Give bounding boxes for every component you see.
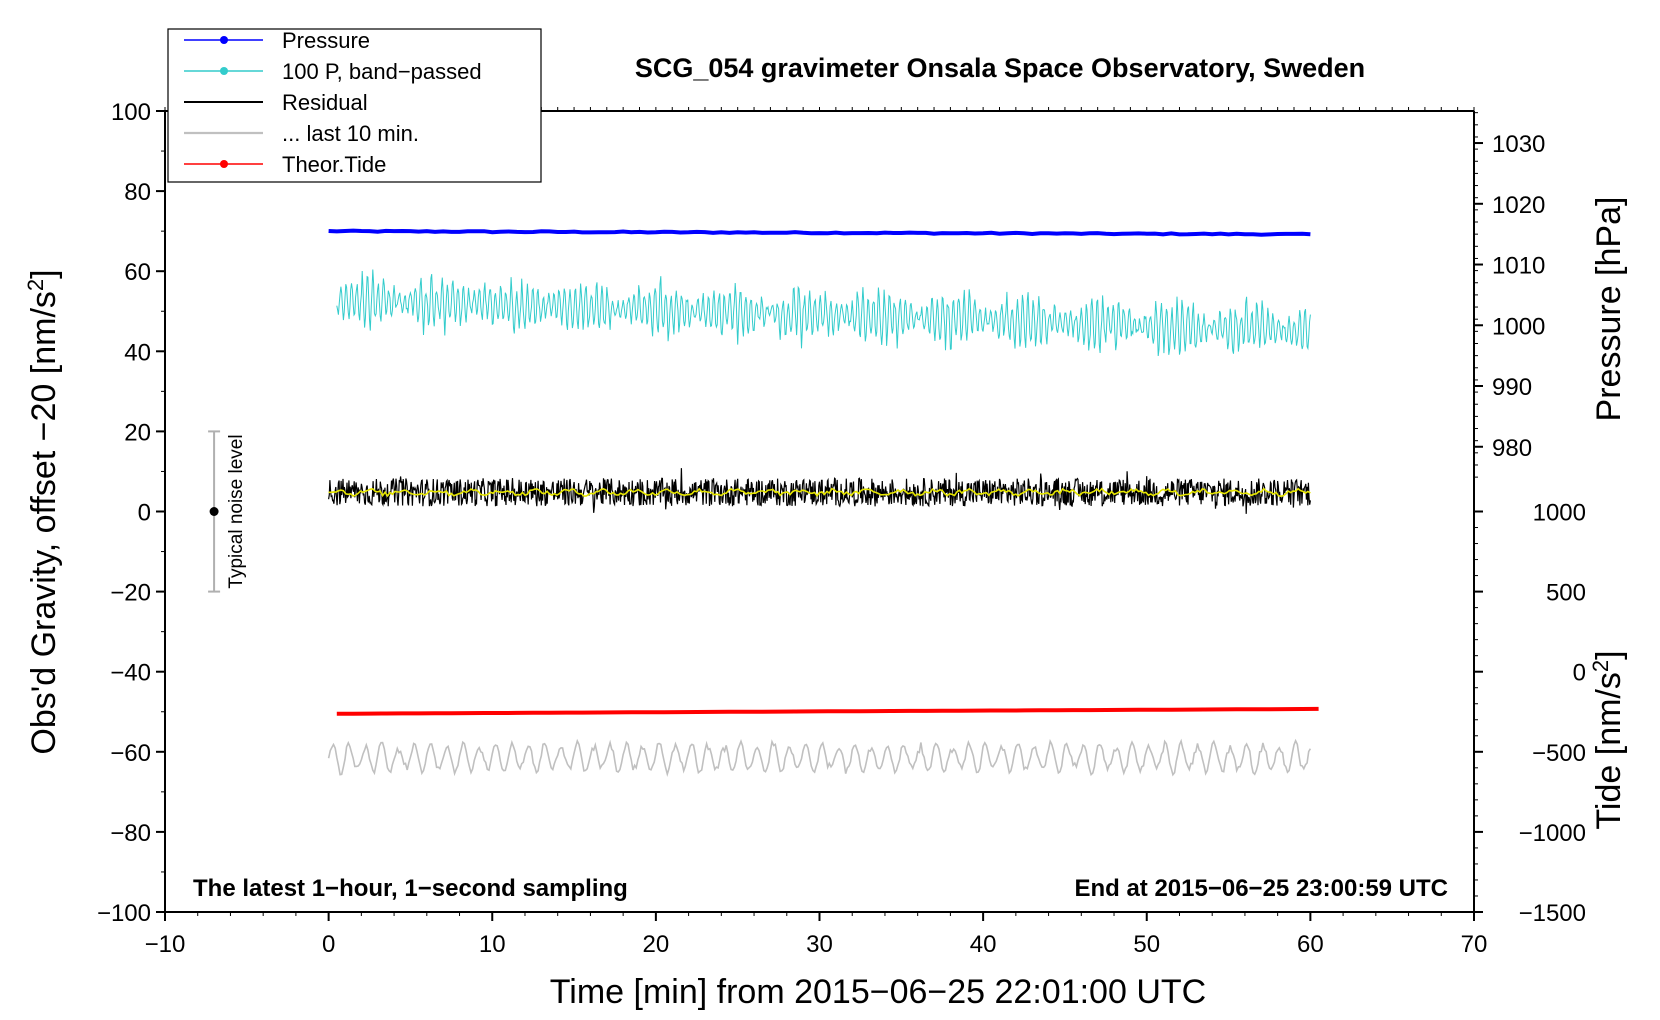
smoothed-residual-line xyxy=(328,487,1311,498)
residual-line xyxy=(328,468,1311,514)
legend-label: Pressure xyxy=(282,28,370,53)
y-tick-label: 100 xyxy=(111,99,151,126)
x-tick-label: 50 xyxy=(1133,931,1160,958)
legend-marker xyxy=(220,36,228,44)
sampling-note: The latest 1−hour, 1−second sampling xyxy=(193,875,628,902)
pressure-tick-label: 1020 xyxy=(1492,192,1545,219)
y-axis-gravity-title: Obs'd Gravity, offset −20 [nm/s2] xyxy=(23,269,64,754)
y-axis-pressure-title: Pressure [hPa] xyxy=(1590,197,1628,422)
noise-level-indicator: Typical noise level xyxy=(208,430,247,593)
y-tick-label: −60 xyxy=(110,740,151,767)
y-axis-gravity: −100 −80 −60 −40 −20 0 20 40 60 80 100 xyxy=(97,99,165,927)
theoretical-tide-line xyxy=(336,706,1319,716)
y-tick-label: −40 xyxy=(110,660,151,687)
x-tick-label: 40 xyxy=(970,931,997,958)
pressure-tick-label: 1000 xyxy=(1492,313,1545,340)
x-tick-label: 30 xyxy=(806,931,833,958)
legend-item-tide: Theor.Tide xyxy=(184,152,386,177)
x-axis: −10 0 10 20 30 40 50 60 70 xyxy=(145,107,1488,958)
legend-label: 100 P, band−passed xyxy=(282,59,482,84)
y-tick-label: 60 xyxy=(124,259,151,286)
x-tick-label: 10 xyxy=(479,931,506,958)
legend-item-pressure: Pressure xyxy=(184,28,370,53)
tide-tick-label: −1000 xyxy=(1519,820,1586,847)
series-layer xyxy=(327,228,1319,778)
tide-tick-label: 500 xyxy=(1546,580,1586,607)
legend-marker xyxy=(220,67,228,75)
legend-item-residual: Residual xyxy=(184,90,368,115)
legend-item-last10: ... last 10 min. xyxy=(184,121,419,146)
y-tick-label: −20 xyxy=(110,580,151,607)
legend: Pressure 100 P, band−passed Residual ... la… xyxy=(167,28,542,183)
y-axis-tide: −1500 −1000 −500 0 500 1000 xyxy=(1474,500,1586,927)
noise-level-label: Typical noise level xyxy=(226,434,247,588)
pressure-tick-label: 1030 xyxy=(1492,131,1545,158)
legend-label: Theor.Tide xyxy=(282,152,386,177)
tide-tick-label: 1000 xyxy=(1533,500,1586,527)
y-axis-tide-title: Tide [nm/s2] xyxy=(1588,650,1629,829)
legend-label: ... last 10 min. xyxy=(282,121,419,146)
pressure-tick-label: 990 xyxy=(1492,374,1532,401)
tide-tick-label: 0 xyxy=(1573,660,1586,687)
y-tick-label: 20 xyxy=(124,419,151,446)
chart-title: SCG_054 gravimeter Onsala Space Observat… xyxy=(635,53,1365,83)
y-tick-label: −80 xyxy=(110,820,151,847)
y-axis-pressure: 980 990 1000 1010 1020 1030 xyxy=(1474,112,1545,478)
y-tick-label: 40 xyxy=(124,339,151,366)
x-tick-label: 0 xyxy=(322,931,335,958)
y-tick-label: 0 xyxy=(138,500,151,527)
last-10-min-line xyxy=(327,738,1312,778)
y-tick-label: 80 xyxy=(124,179,151,206)
legend-marker xyxy=(220,160,228,168)
pressure-tick-label: 980 xyxy=(1492,435,1532,462)
x-axis-title: Time [min] from 2015−06−25 22:01:00 UTC xyxy=(550,973,1206,1011)
bandpassed-pressure-line xyxy=(336,269,1311,357)
tide-tick-label: −500 xyxy=(1532,740,1586,767)
y-tick-label: −100 xyxy=(97,900,151,927)
noise-level-dot xyxy=(209,507,219,516)
legend-item-bandpassed: 100 P, band−passed xyxy=(184,59,482,84)
x-tick-label: −10 xyxy=(145,931,186,958)
end-time-note: End at 2015−06−25 23:00:59 UTC xyxy=(1074,875,1448,902)
x-tick-label: 60 xyxy=(1297,931,1324,958)
legend-box xyxy=(167,28,542,183)
pressure-line xyxy=(328,228,1311,237)
pressure-tick-label: 1010 xyxy=(1492,253,1545,280)
x-tick-label: 20 xyxy=(643,931,670,958)
tide-tick-label: −1500 xyxy=(1519,900,1586,927)
x-tick-label: 70 xyxy=(1461,931,1488,958)
legend-label: Residual xyxy=(282,90,368,115)
